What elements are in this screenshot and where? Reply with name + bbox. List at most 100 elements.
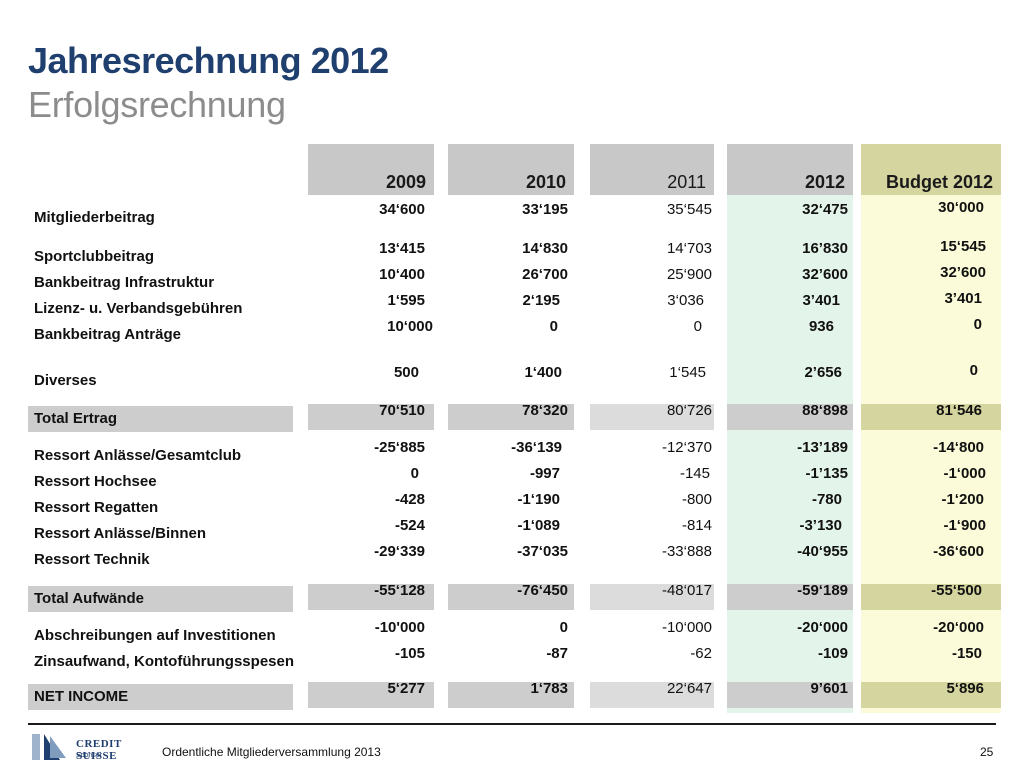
col-budget-background [861,195,1001,713]
table-cell: -20‘000 [797,619,848,636]
row-label: Ressort Technik [34,551,150,568]
total-row-label-band [28,684,293,710]
page-subtitle: Erfolgsrechnung [28,84,286,125]
table-cell: -87 [546,645,568,662]
table-cell: -800 [681,491,712,508]
table-cell: -62 [690,645,712,662]
table-cell: -13’189 [797,439,848,456]
table-cell: 13‘415 [379,240,425,257]
total-row-value-band [308,682,434,708]
header-budget-2012: Budget 2012 [861,144,1001,195]
page-number: 25 [980,745,994,759]
table-cell: -12‘370 [661,439,712,456]
table-cell: 22‘647 [666,680,712,697]
table-cell: 2’656 [804,364,842,381]
row-label: Bankbeitrag Infrastruktur [34,274,215,291]
table-cell: 32‘475 [802,201,848,218]
table-cell: -25‘885 [374,439,425,456]
table-cell: 10‘000 [387,318,433,335]
table-cell: -524 [394,517,425,534]
table-cell: -105 [394,645,425,662]
table-cell: 0 [693,318,702,335]
total-row-value-band [861,404,1001,430]
table-cell: 9’601 [810,680,848,697]
header-2012: 2012 [727,144,853,195]
table-cell: 5‘277 [387,680,425,697]
table-cell: 1‘400 [524,364,562,381]
table-cell: -814 [681,517,712,534]
table-cell: 32’600 [940,264,986,281]
table-cell: 5‘896 [946,680,984,697]
total-row-value-band [308,584,434,610]
total-row-value-band [448,404,574,430]
table-cell: 70‘510 [379,402,425,419]
table-cell: 26‘700 [522,266,568,283]
table-cell: 14‘830 [522,240,568,257]
table-cell: 3‘036 [667,292,704,309]
table-cell: -1‘190 [517,491,560,508]
table-cell: 0 [969,362,978,379]
total-row-label-band [28,586,293,612]
header-2010: 2010 [448,144,574,195]
total-row-value-band [590,404,714,430]
table-cell: -55‘500 [931,582,982,599]
table-cell: -1‘200 [941,491,984,508]
table-cell: 15‘545 [940,238,986,255]
table-cell: -55‘128 [374,582,425,599]
total-row-value-band [448,584,574,610]
row-label: Ressort Anlässe/Gesamtclub [34,447,242,464]
table-cell: -76‘450 [517,582,568,599]
table-cell: -1’135 [805,465,848,482]
table-cell: 34‘600 [379,201,425,218]
table-cell: -428 [394,491,425,508]
total-row-value-band [727,404,853,430]
table-cell: 0 [410,465,419,482]
total-row-value-band [727,584,853,610]
header-2009: 2009 [308,144,434,195]
sails-icon [32,734,66,760]
row-label: Bankbeitrag Anträge [34,326,181,343]
table-cell: 30‘000 [938,199,984,216]
row-label: Ressort Anlässe/Binnen [34,525,206,542]
table-cell: -1‘000 [943,465,986,482]
table-cell: 16’830 [802,240,848,257]
table-cell: -10‘000 [661,619,712,636]
table-cell: 33‘195 [522,201,568,218]
logo-brand: CREDIT SUISSE [76,738,122,762]
table-cell: -29‘339 [374,543,425,560]
table-cell: -109 [817,645,848,662]
table-cell: 35‘545 [666,201,712,218]
table-cell: -1‘900 [943,517,986,534]
table-cell: 80‘726 [666,402,712,419]
total-row-value-band [448,682,574,708]
total-row-value-band [861,584,1001,610]
table-cell: -48‘017 [661,582,712,599]
table-cell: -14‘800 [933,439,984,456]
row-label: NET INCOME [34,688,129,705]
table-cell: -37‘035 [517,543,568,560]
table-cell: 32’600 [802,266,848,283]
total-row-label-band [28,406,293,432]
table-cell: -3’130 [799,517,842,534]
total-row-value-band [308,404,434,430]
table-cell: 1‘545 [669,364,706,381]
row-label: Mitgliederbeitrag [34,209,155,226]
table-cell: -780 [811,491,842,508]
table-cell: 500 [393,364,419,381]
total-row-value-band [590,584,714,610]
table-cell: -150 [951,645,982,662]
table-cell: -36‘600 [933,543,984,560]
credit-suisse-logo: CREDIT SUISSE Sponsor [30,730,158,764]
table-cell: -40‘955 [797,543,848,560]
table-cell: -59‘189 [797,582,848,599]
table-cell: -145 [679,465,710,482]
row-label: Total Aufwände [34,590,144,607]
table-cell: 0 [559,619,568,636]
row-label: Total Ertrag [34,410,118,427]
table-cell: 88‘898 [802,402,848,419]
page-title: Jahresrechnung 2012 [28,40,389,81]
table-cell: 78‘320 [522,402,568,419]
footer-divider [28,723,996,725]
total-row-value-band [590,682,714,708]
row-label: Lizenz- u. Verbandsgebühren [34,300,243,317]
